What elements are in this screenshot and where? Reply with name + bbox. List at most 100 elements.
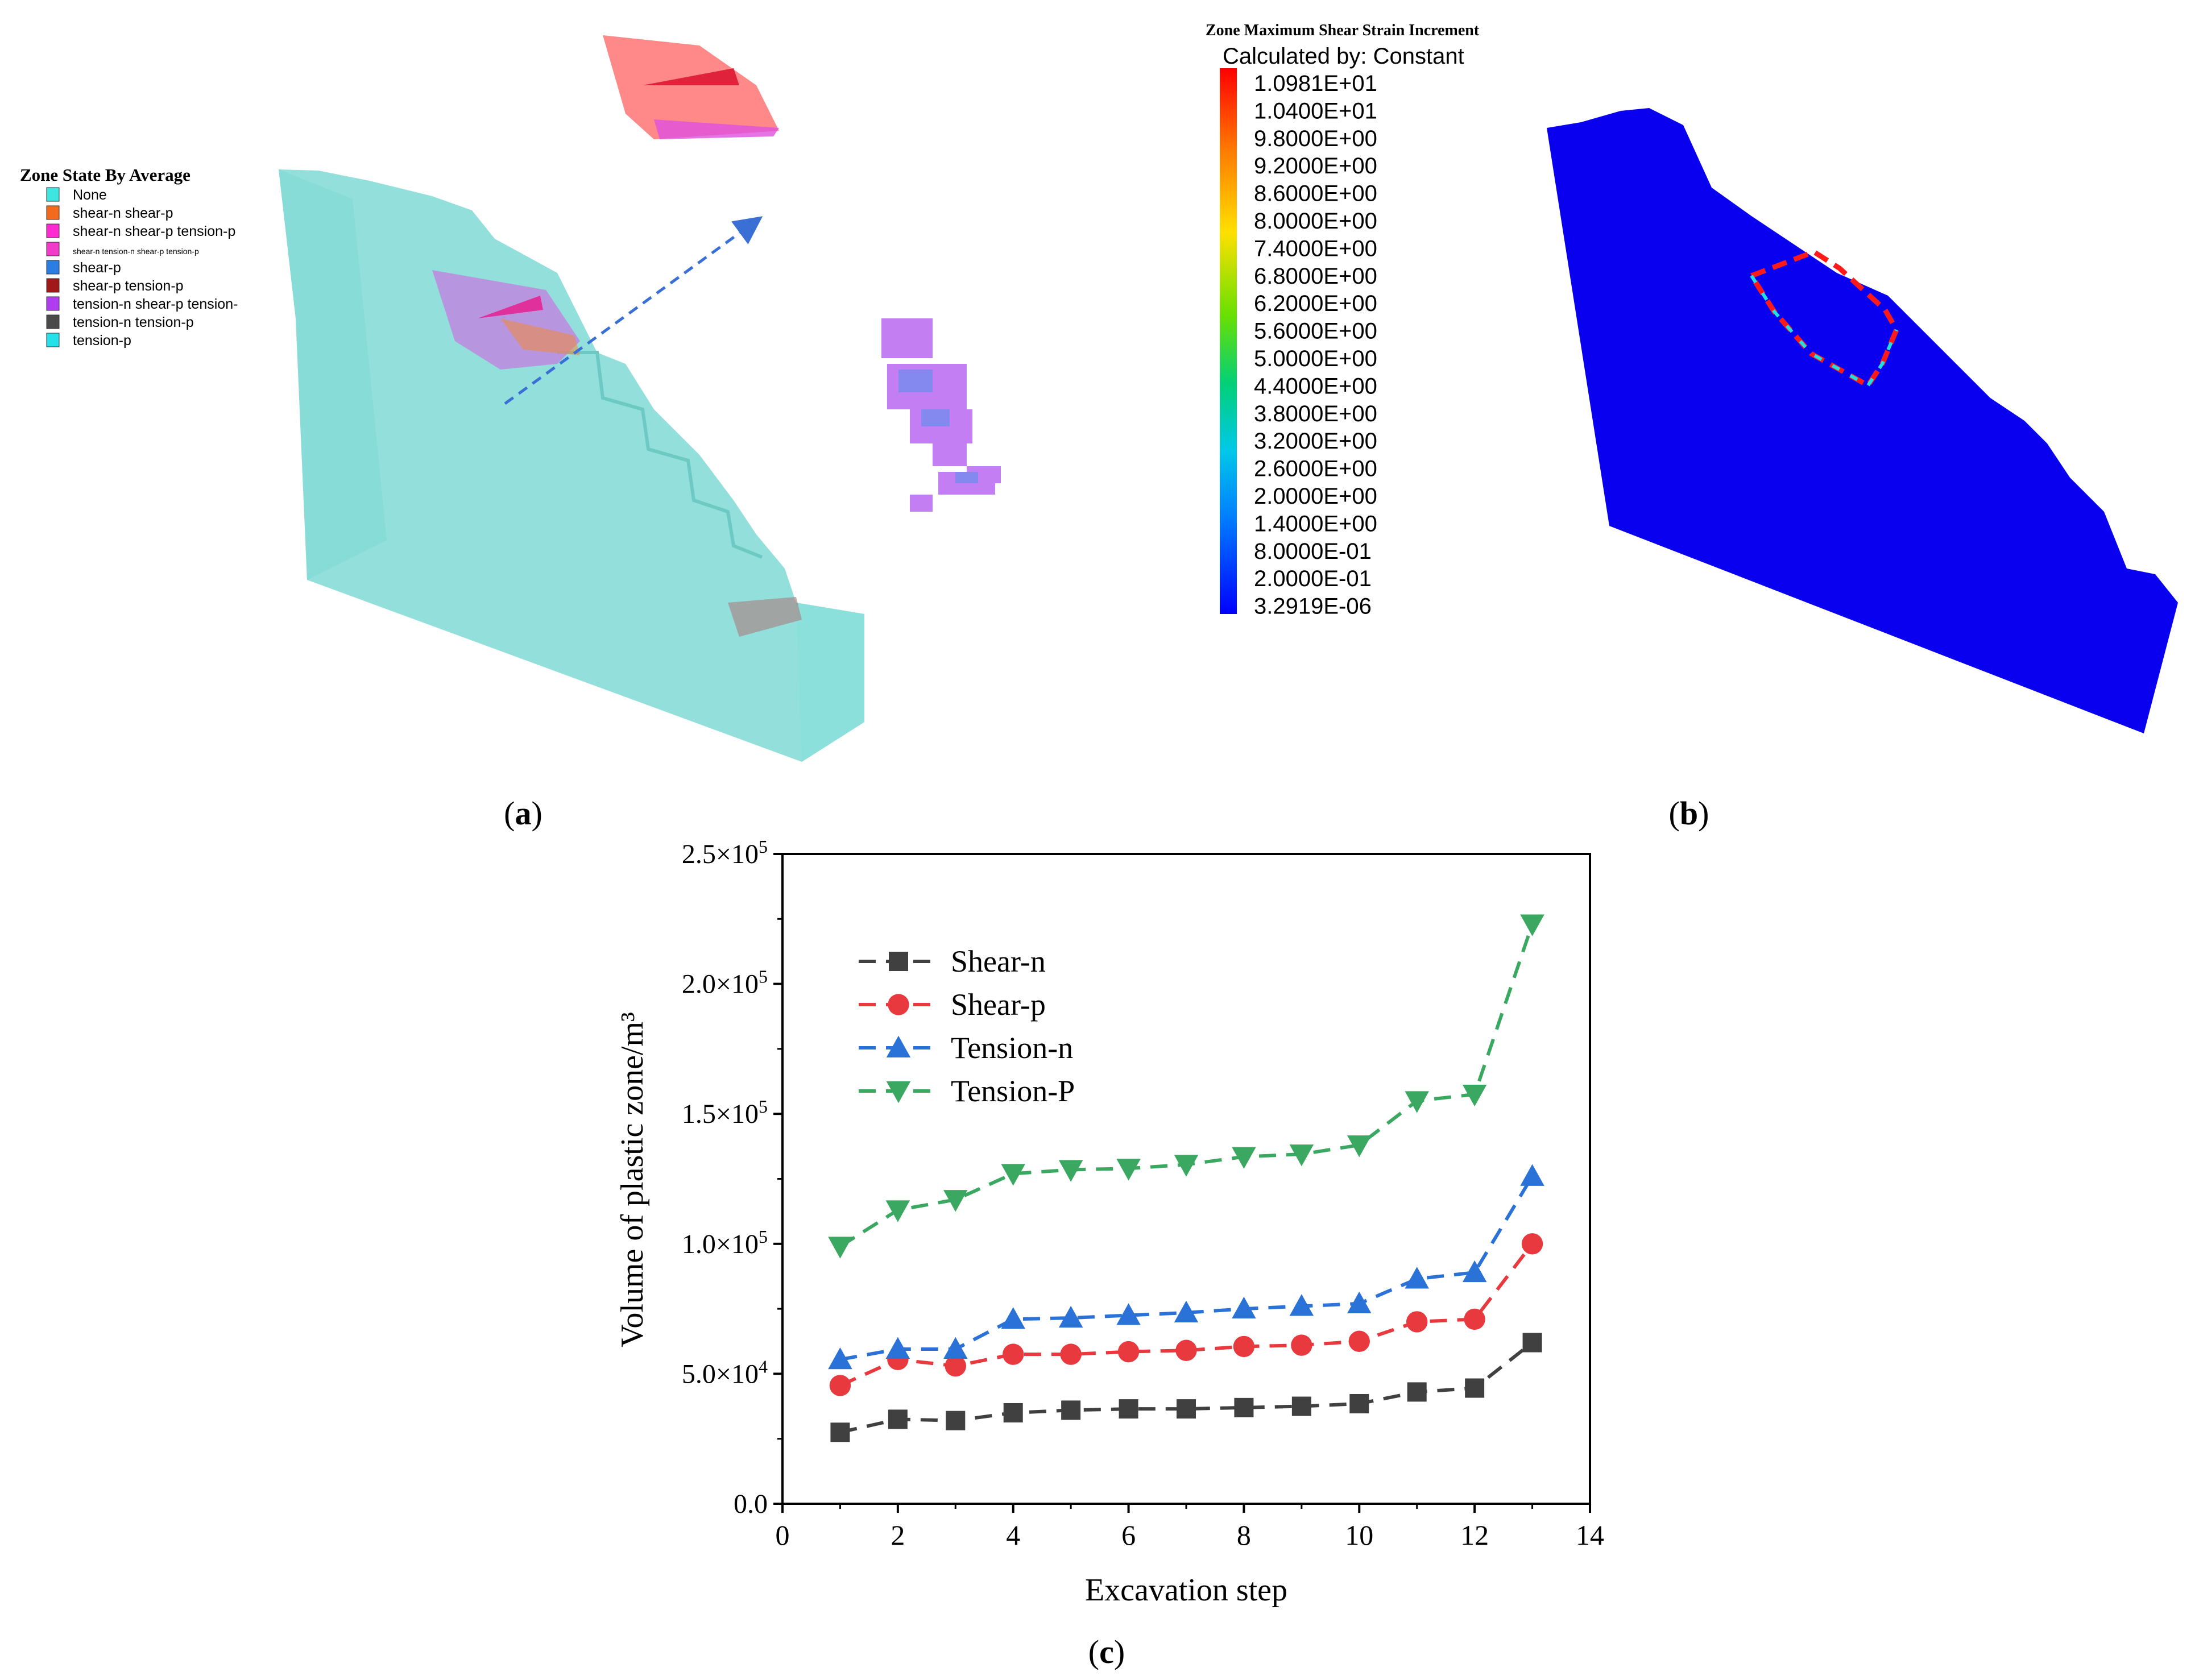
- data-point-tension-n: [1174, 1300, 1199, 1322]
- data-point-tension-p: [1347, 1135, 1372, 1158]
- zone-state-legend-title: Zone State By Average: [20, 165, 191, 185]
- x-tick-label: 0: [776, 1519, 790, 1551]
- data-point-shear-p: [1003, 1343, 1024, 1365]
- zone-state-legend-swatch: [46, 333, 60, 347]
- colorbar-tick-label: 3.2000E+00: [1254, 429, 1377, 454]
- colorbar-tick-label: 9.8000E+00: [1254, 126, 1377, 151]
- zone-state-legend-label: shear-p: [73, 260, 121, 276]
- zone-state-legend-label: shear-n shear-p tension-p: [73, 223, 235, 239]
- detached-block-top: [603, 35, 779, 139]
- series-line-tension-n: [839, 1175, 1534, 1362]
- strain-model-body: [1547, 108, 2178, 733]
- panel-a-caption: (a): [504, 795, 542, 832]
- data-point-tension-p: [1289, 1144, 1314, 1167]
- colorbar-tick-label: 7.4000E+00: [1254, 236, 1377, 261]
- data-point-tension-p: [1174, 1155, 1199, 1177]
- data-point-tension-n: [885, 1337, 910, 1359]
- zone-state-legend-label: tension-n shear-p tension-: [73, 296, 238, 312]
- colorbar-tick-label: 8.6000E+00: [1254, 181, 1377, 206]
- panel-b-caption: (b): [1669, 795, 1709, 832]
- data-point-shear-p: [945, 1355, 966, 1377]
- colorbar-tick-label: 6.2000E+00: [1254, 291, 1377, 316]
- data-point-tension-n: [1347, 1291, 1372, 1313]
- colorbar-ticks: 1.0981E+011.0400E+01 9.8000E+00 9.2000E+00…: [1254, 71, 1377, 619]
- x-tick-label: 2: [891, 1519, 905, 1551]
- colorbar-tick-label: 8.0000E+00: [1254, 209, 1377, 234]
- data-point-tension-p: [1520, 914, 1544, 936]
- detached-block-top-underside: [654, 119, 779, 139]
- data-point-shear-n: [888, 1409, 908, 1429]
- y-tick-label: 2.0×105: [682, 966, 768, 999]
- y-tick-label: 2.5×105: [682, 836, 768, 869]
- data-point-tension-n: [1289, 1294, 1314, 1316]
- colorbar-tick-label: 2.0000E-01: [1254, 566, 1372, 591]
- data-point-tension-n: [1001, 1307, 1025, 1329]
- chart-legend: Shear-n Shear-p Tension-n Tension-P: [859, 944, 1075, 1108]
- data-point-shear-n: [1177, 1399, 1196, 1419]
- colorbar-tick-label: 9.2000E+00: [1254, 154, 1377, 179]
- zone-state-legend-swatch: [46, 296, 60, 311]
- data-point-shear-n: [1465, 1378, 1485, 1398]
- colorbar: [1220, 68, 1237, 614]
- chart-series: [828, 914, 1544, 1442]
- data-point-shear-p: [1291, 1334, 1312, 1356]
- data-point-shear-n: [1522, 1333, 1542, 1353]
- colorbar-tick-label: 5.0000E+00: [1254, 346, 1377, 371]
- strain-slip-surface: [1749, 248, 1900, 389]
- colorbar-tick-label: 2.0000E+00: [1254, 484, 1377, 509]
- data-point-shear-p: [1348, 1330, 1370, 1352]
- panel-a: Zone State By Average None shear-n shear-…: [20, 35, 1001, 832]
- x-tick-label: 12: [1460, 1519, 1489, 1551]
- data-point-tension-p: [943, 1190, 968, 1212]
- legend-label-tension-p: Tension-P: [951, 1074, 1075, 1108]
- data-point-tension-n: [1116, 1303, 1141, 1325]
- data-point-shear-p: [829, 1375, 851, 1396]
- zone-state-legend: Zone State By Average None shear-n shear-…: [20, 165, 238, 349]
- x-tick-label: 10: [1345, 1519, 1373, 1551]
- colorbar-tick-label: 6.8000E+00: [1254, 264, 1377, 289]
- data-point-shear-p: [1117, 1341, 1140, 1363]
- data-point-shear-n: [1291, 1396, 1311, 1416]
- legend-marker-tension-n: [886, 1035, 911, 1057]
- panel-c-caption: (c): [1088, 1633, 1125, 1670]
- data-point-shear-n: [1407, 1382, 1427, 1402]
- colorbar-tick-label: 1.0981E+01: [1254, 71, 1377, 96]
- data-point-shear-n: [1349, 1393, 1369, 1413]
- data-point-tension-n: [1520, 1164, 1544, 1186]
- data-point-tension-n: [1462, 1260, 1487, 1283]
- detached-block-top-highlight: [643, 68, 739, 85]
- panel-b: Zone Maximum Shear Strain Increment Calc…: [1206, 22, 2178, 832]
- data-point-tension-n: [1058, 1305, 1083, 1328]
- y-tick-label: 1.0×105: [682, 1226, 768, 1259]
- data-point-shear-p: [1521, 1233, 1543, 1255]
- direction-arrow: [504, 216, 763, 405]
- data-point-tension-p: [1462, 1084, 1487, 1107]
- toe-damage-patch: [728, 597, 802, 637]
- colorbar-tick-label: 1.0400E+01: [1254, 98, 1377, 123]
- colorbar-tick-label: 3.2919E-06: [1254, 594, 1372, 619]
- zone-state-legend-swatch: [46, 314, 60, 329]
- panel-c: 0 2 4 6 8 10 12 14 0.0 5.0×104 1.0×105 1.5×105 2.0×1…: [615, 836, 1604, 1670]
- legend-marker-shear-n: [889, 952, 908, 971]
- detached-zone-cluster-blue: [898, 370, 978, 483]
- slope-model-side-face: [279, 169, 387, 580]
- data-point-shear-n: [830, 1422, 850, 1442]
- slope-steps: [557, 351, 763, 559]
- data-point-shear-p: [1060, 1343, 1082, 1365]
- legend-marker-tension-p: [886, 1081, 911, 1104]
- colorbar-tick-label: 1.4000E+00: [1254, 511, 1377, 536]
- plastic-zone-shear-wedge: [478, 296, 543, 318]
- slope-model-body: [279, 169, 864, 762]
- data-point-tension-p: [885, 1200, 910, 1222]
- data-point-shear-n: [1119, 1399, 1138, 1419]
- y-tick-label: 5.0×104: [682, 1356, 768, 1389]
- x-tick-label: 8: [1237, 1519, 1251, 1551]
- colorbar-tick-label: 2.6000E+00: [1254, 457, 1377, 482]
- plastic-zone-orange-strip: [500, 318, 580, 355]
- data-point-shear-p: [1233, 1335, 1255, 1358]
- data-point-shear-n: [1061, 1400, 1081, 1420]
- data-point-shear-p: [1464, 1308, 1485, 1330]
- zone-state-legend-swatch: [46, 205, 60, 220]
- y-axis-label: Volume of plastic zone/m³: [615, 1012, 650, 1347]
- y-tick-label: 1.5×105: [682, 1096, 768, 1129]
